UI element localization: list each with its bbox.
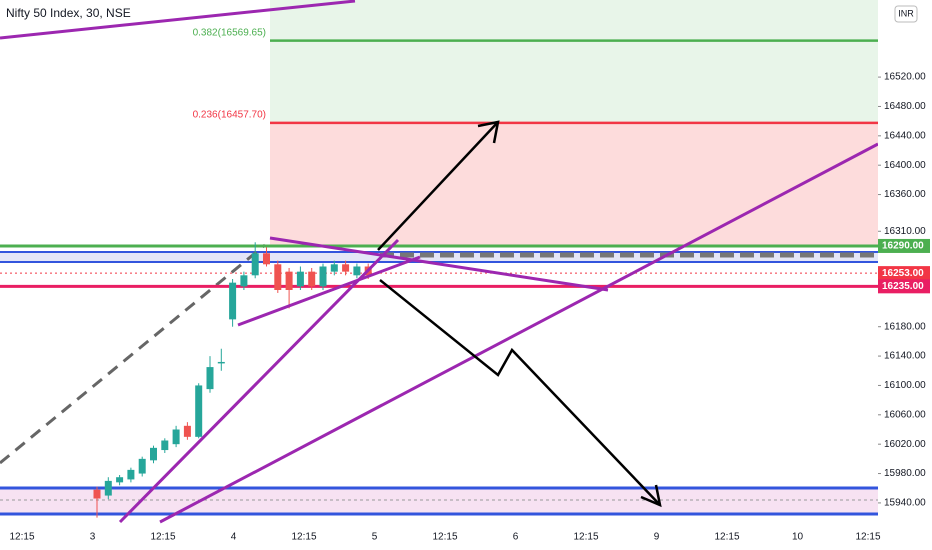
candle-body xyxy=(319,266,327,287)
candle-body xyxy=(342,264,350,272)
x-tick-label: 5 xyxy=(372,532,378,543)
arrow-head xyxy=(477,120,500,144)
candle-body xyxy=(150,447,157,461)
y-tick-label: 16140.00 xyxy=(884,351,926,362)
candle-body xyxy=(93,489,101,499)
price-tag-label: 16253.00 xyxy=(882,268,924,279)
x-tick-label: 6 xyxy=(513,532,519,543)
candle-body xyxy=(353,266,361,276)
y-tick-label: 16180.00 xyxy=(884,321,926,332)
candle-body xyxy=(127,469,135,480)
candle-body xyxy=(240,275,248,287)
price-tag-label: 16235.00 xyxy=(882,281,924,292)
fib-label: 0.382(16569.65) xyxy=(193,27,266,38)
candle-body xyxy=(172,429,180,445)
arrow-head xyxy=(640,484,662,508)
candle-body xyxy=(116,477,124,483)
candle-body xyxy=(308,271,316,287)
candle-body xyxy=(330,264,338,272)
drawings xyxy=(0,243,878,516)
candle-body xyxy=(104,480,112,496)
candle-body xyxy=(206,367,214,390)
y-tick-label: 16440.00 xyxy=(884,130,926,141)
fib-label: 0.236(16457.70) xyxy=(193,109,266,120)
levels: 0.382(16569.65) 0.236(16457.70) xyxy=(0,27,878,288)
candle-body xyxy=(296,271,304,287)
fib-zone xyxy=(270,122,878,246)
x-tick-label: 10 xyxy=(792,532,804,543)
currency-box[interactable] xyxy=(894,5,918,23)
candle-body xyxy=(251,253,259,276)
candle-body xyxy=(274,264,282,290)
y-tick-label: 16520.00 xyxy=(884,72,926,83)
trend-line xyxy=(118,238,400,524)
price-tag xyxy=(878,279,930,294)
price-tag-label: 16290.00 xyxy=(882,241,924,252)
y-tick-label: 16060.00 xyxy=(884,409,926,420)
y-tick-label: 16020.00 xyxy=(884,439,926,450)
candle-body xyxy=(138,458,146,474)
arrow xyxy=(377,121,499,251)
candle-body xyxy=(229,282,237,320)
dashed-trend xyxy=(0,243,266,465)
candle-body xyxy=(183,425,191,437)
resistance-zone xyxy=(0,252,878,262)
x-tick-label: 12:15 xyxy=(9,532,34,543)
candle-body xyxy=(161,440,169,451)
arrow xyxy=(379,279,661,506)
candle-body xyxy=(263,253,270,265)
time-axis xyxy=(0,524,932,550)
candles xyxy=(93,242,372,518)
trend-line xyxy=(159,142,879,524)
trend-line xyxy=(237,255,421,327)
trend-line xyxy=(269,236,609,292)
x-tick-label: 12:15 xyxy=(573,532,598,543)
candle-body xyxy=(195,385,203,437)
x-tick-label: 12:15 xyxy=(714,532,739,543)
x-tick-label: 9 xyxy=(654,532,660,543)
fib-zone xyxy=(270,0,878,123)
x-tick-label: 12:15 xyxy=(855,532,880,543)
candle-body xyxy=(285,271,293,290)
axes: 15940.00 15980.00 16020.00 16060.00 16100.00… xyxy=(9,72,930,543)
y-tick-label: 16310.00 xyxy=(884,226,926,237)
zones xyxy=(270,0,878,246)
x-tick-label: 4 xyxy=(231,532,237,543)
drawings xyxy=(0,0,879,524)
candle-body xyxy=(217,361,225,364)
support-zone xyxy=(0,487,878,515)
y-tick-label: 16400.00 xyxy=(884,160,926,171)
y-tick-label: 16480.00 xyxy=(884,101,926,112)
y-tick-label: 16100.00 xyxy=(884,380,926,391)
chart-title: Nifty 50 Index, 30, NSE xyxy=(6,6,131,20)
price-tag xyxy=(878,266,930,281)
y-tick-label: 16360.00 xyxy=(884,189,926,200)
x-tick-label: 12:15 xyxy=(150,532,175,543)
trend-line xyxy=(0,0,356,40)
x-tick-label: 3 xyxy=(90,532,96,543)
x-tick-label: 12:15 xyxy=(432,532,457,543)
x-tick-label: 12:15 xyxy=(291,532,316,543)
price-tag xyxy=(878,238,930,253)
y-tick-label: 15940.00 xyxy=(884,498,926,509)
currency[interactable]: INR xyxy=(898,8,914,18)
y-tick-label: 15980.00 xyxy=(884,468,926,479)
